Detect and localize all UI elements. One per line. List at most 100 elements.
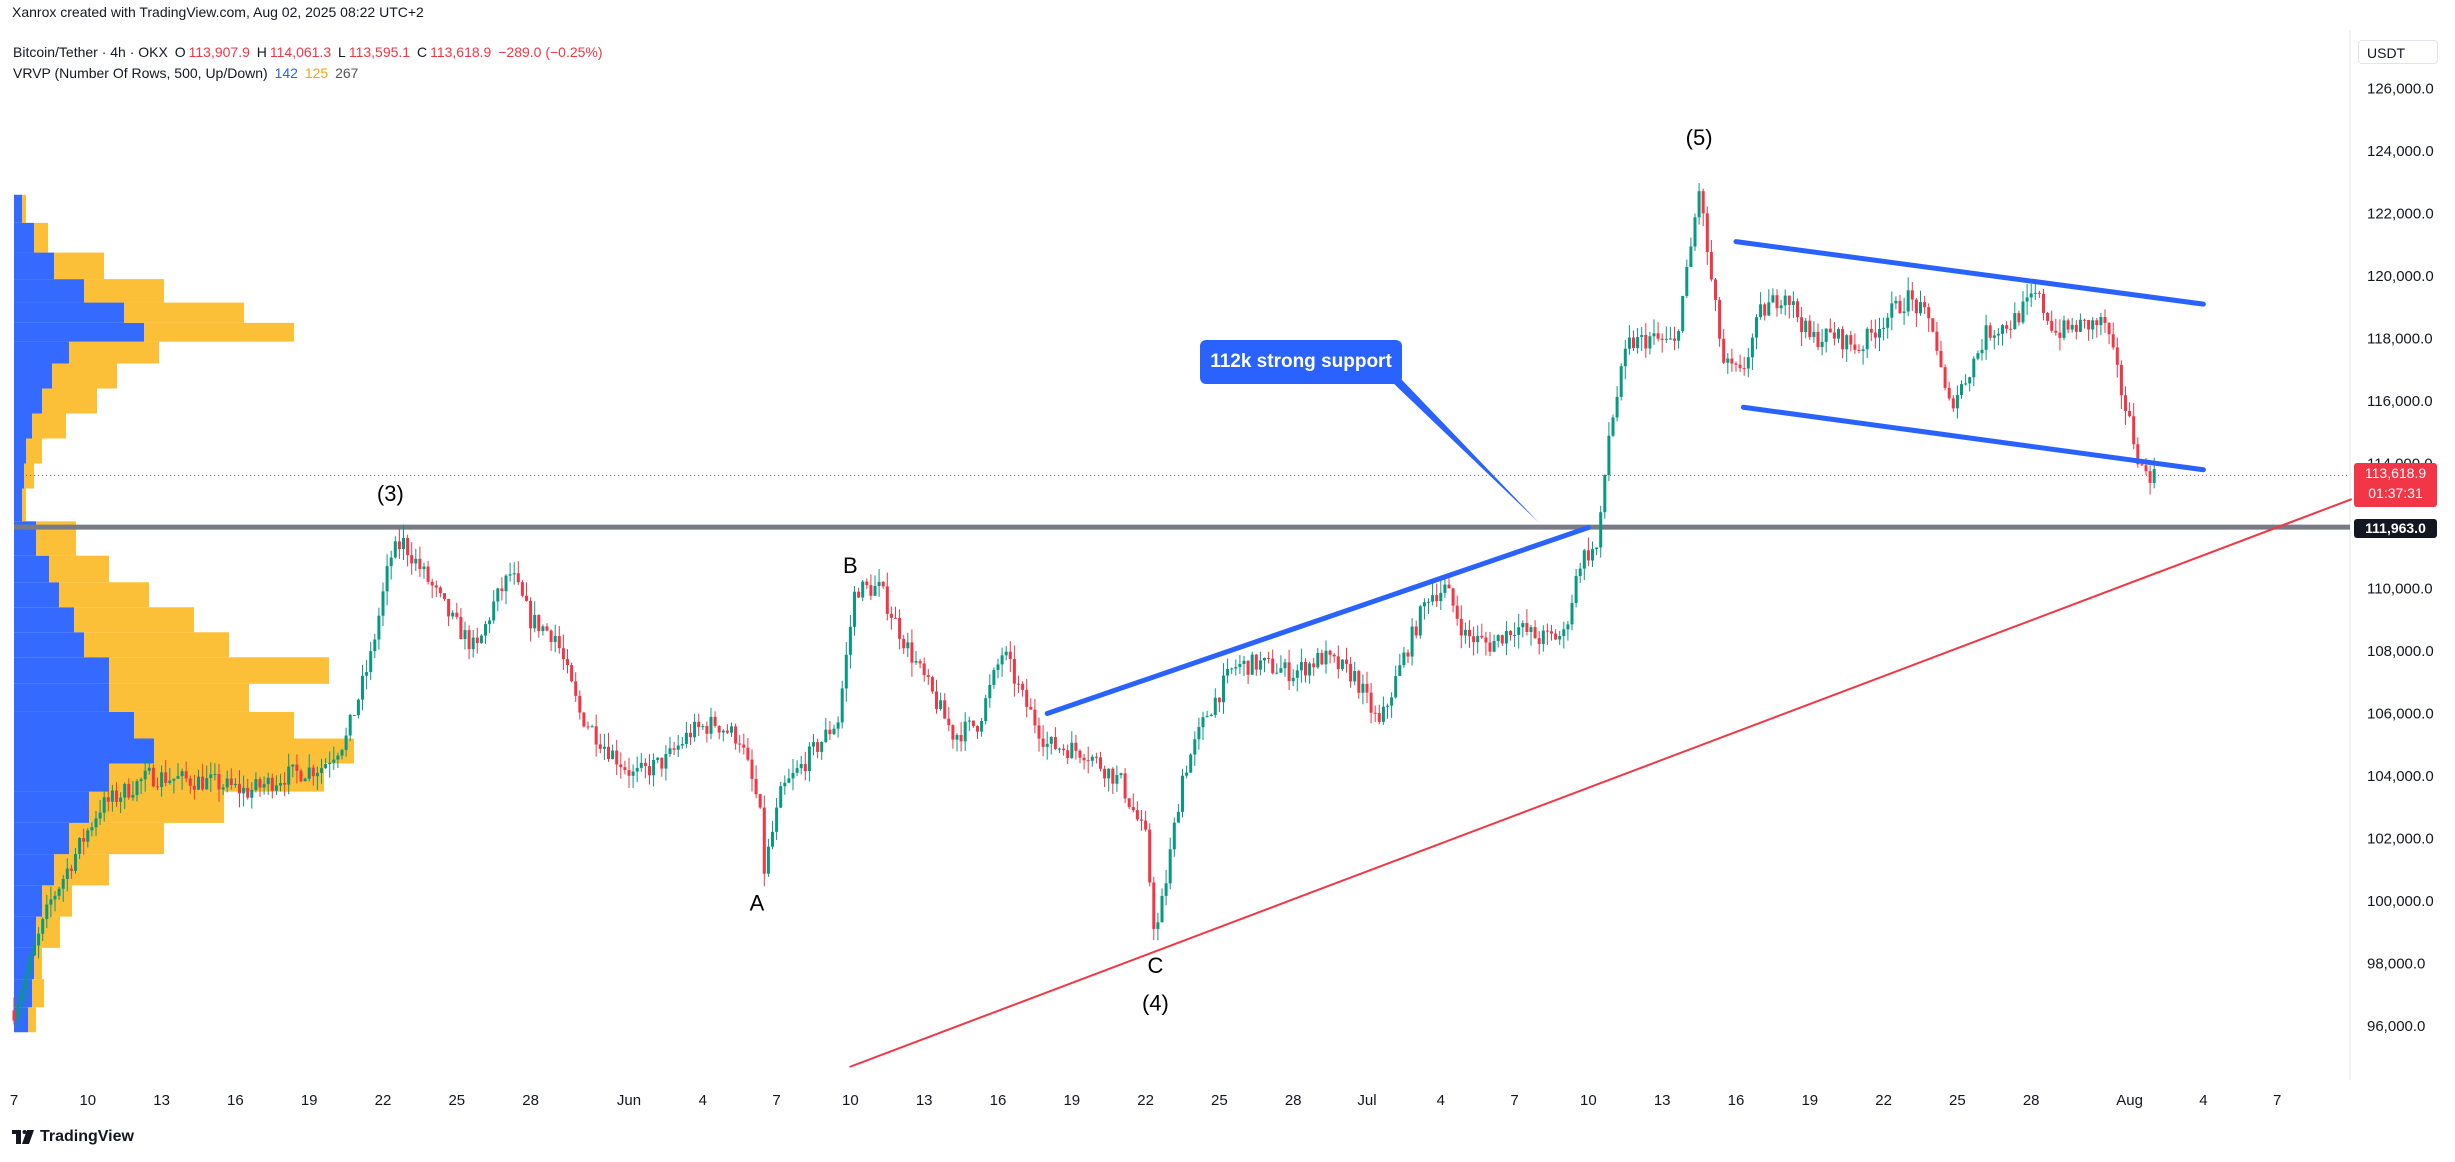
x-tick-label: 16 bbox=[227, 1092, 244, 1109]
candle-body bbox=[717, 725, 721, 733]
x-tick-label: 7 bbox=[772, 1092, 780, 1109]
candle-body bbox=[836, 722, 840, 729]
close-value: 113,618.9 bbox=[430, 44, 492, 60]
candle-body bbox=[1693, 217, 1697, 247]
red-trendline[interactable] bbox=[849, 498, 2352, 1068]
volume-up-bar bbox=[14, 854, 54, 886]
candle-body bbox=[1267, 657, 1271, 659]
symbol-legend[interactable]: Bitcoin/Tether · 4h · OKX O 113,907.9 H 11… bbox=[13, 44, 606, 60]
candle-body bbox=[1074, 742, 1078, 751]
time-axis[interactable]: 7 10 13 16 19 22 25 28 Jun 4 7 10 13 16 19 22 25 28 Jul 4 7 1… bbox=[10, 1092, 2282, 1109]
candle-body bbox=[1377, 713, 1381, 722]
y-tick-label: 108,000.0 bbox=[2367, 643, 2434, 660]
price-axis[interactable]: 96,000.0 98,000.0 100,000.0 102,000.0 104,00… bbox=[2367, 81, 2434, 1036]
symbol-name[interactable]: Bitcoin/Tether · 4h · OKX bbox=[13, 44, 168, 60]
candle-body bbox=[33, 945, 36, 956]
candle-body bbox=[1705, 213, 1709, 252]
candle-body bbox=[488, 620, 492, 625]
candle-body bbox=[188, 778, 192, 786]
candle-body bbox=[844, 654, 848, 689]
rising-trendline[interactable] bbox=[1044, 525, 1591, 716]
volume-up-bar bbox=[14, 791, 89, 823]
channel-upper-line[interactable] bbox=[1733, 239, 2206, 307]
indicator-name[interactable]: VRVP (Number Of Rows, 500, Up/Down) bbox=[13, 65, 268, 81]
candle-body bbox=[2021, 301, 2025, 323]
volume-up-bar bbox=[14, 555, 49, 583]
candle-body bbox=[1205, 716, 1209, 718]
candle-body bbox=[479, 635, 483, 644]
candle-body bbox=[164, 772, 168, 783]
candle-body bbox=[1816, 331, 1820, 348]
candle-body bbox=[242, 787, 246, 794]
candle-body bbox=[520, 582, 524, 596]
low-value: 113,595.1 bbox=[348, 44, 411, 60]
candle-body bbox=[2132, 416, 2136, 445]
candle-body bbox=[1271, 658, 1275, 674]
candle-body bbox=[381, 591, 385, 616]
bar-countdown: 01:37:31 bbox=[2368, 485, 2423, 501]
candle-body bbox=[459, 616, 463, 639]
indicator-down-value: 125 bbox=[304, 65, 329, 81]
candle-body bbox=[725, 730, 729, 733]
candle-body bbox=[1595, 547, 1599, 550]
y-tick-label: 124,000.0 bbox=[2367, 143, 2434, 160]
support-callout[interactable]: 112k strong support bbox=[1200, 340, 1402, 384]
candle-body bbox=[664, 754, 668, 769]
volume-down-bar bbox=[154, 738, 354, 764]
candle-body bbox=[1000, 655, 1004, 665]
candle-body bbox=[127, 783, 131, 798]
candle-body bbox=[2099, 316, 2103, 326]
indicator-legend[interactable]: VRVP (Number Of Rows, 500, Up/Down) 142 … bbox=[13, 65, 361, 81]
high-label: H bbox=[256, 44, 267, 60]
support-level-line[interactable] bbox=[14, 474, 2350, 530]
candle-body bbox=[1345, 659, 1348, 664]
candle-body bbox=[1033, 709, 1037, 726]
callout-pointer[interactable] bbox=[1390, 380, 1540, 523]
last-price-value: 113,618.9 bbox=[2364, 465, 2427, 481]
candle-body bbox=[807, 746, 811, 772]
x-tick-label: 4 bbox=[2199, 1092, 2207, 1109]
candle-body bbox=[1775, 295, 1779, 309]
candle-body bbox=[1636, 337, 1640, 349]
candle-body bbox=[1299, 662, 1303, 671]
candle-body bbox=[906, 642, 910, 649]
candle-body bbox=[180, 771, 184, 777]
volume-down-bar bbox=[89, 791, 224, 823]
volume-up-bar bbox=[14, 302, 124, 323]
candle-body bbox=[1336, 656, 1340, 670]
y-tick-label: 120,000.0 bbox=[2367, 268, 2434, 285]
attribution-text: Xanrox created with TradingView.com, Aug… bbox=[12, 4, 424, 20]
candle-body bbox=[2029, 293, 2033, 298]
footer-brand[interactable]: TradingView bbox=[12, 1128, 134, 1146]
candle-body bbox=[1025, 689, 1029, 707]
candle-body bbox=[1468, 629, 1471, 637]
y-tick-label: 106,000.0 bbox=[2367, 706, 2434, 723]
candle-body bbox=[1521, 623, 1525, 628]
drawings[interactable] bbox=[849, 239, 2352, 1068]
volume-down-bar bbox=[52, 363, 117, 389]
candle-body bbox=[955, 735, 959, 740]
candle-body bbox=[2119, 364, 2123, 396]
candle-body bbox=[1820, 341, 1824, 348]
candle-body bbox=[2136, 444, 2140, 465]
channel-lower-line[interactable] bbox=[1740, 404, 2206, 473]
candle-body bbox=[1242, 660, 1246, 665]
candle-body bbox=[1037, 725, 1041, 739]
candle-body bbox=[1980, 349, 1984, 354]
candle-body bbox=[1017, 683, 1020, 685]
candle-body bbox=[1623, 348, 1627, 367]
volume-up-bar bbox=[14, 763, 109, 792]
candle-body bbox=[578, 695, 582, 713]
candle-body bbox=[1185, 772, 1189, 776]
candle-body bbox=[1406, 652, 1410, 657]
candle-body bbox=[385, 566, 389, 592]
currency-button[interactable]: USDT bbox=[2358, 40, 2438, 64]
candle-body bbox=[61, 879, 65, 889]
candle-body bbox=[123, 783, 127, 798]
candle-body bbox=[1140, 819, 1143, 821]
candle-body bbox=[1070, 742, 1074, 759]
candle-body bbox=[2046, 312, 2050, 321]
candle-body bbox=[246, 787, 250, 798]
close-label: C bbox=[416, 44, 428, 60]
